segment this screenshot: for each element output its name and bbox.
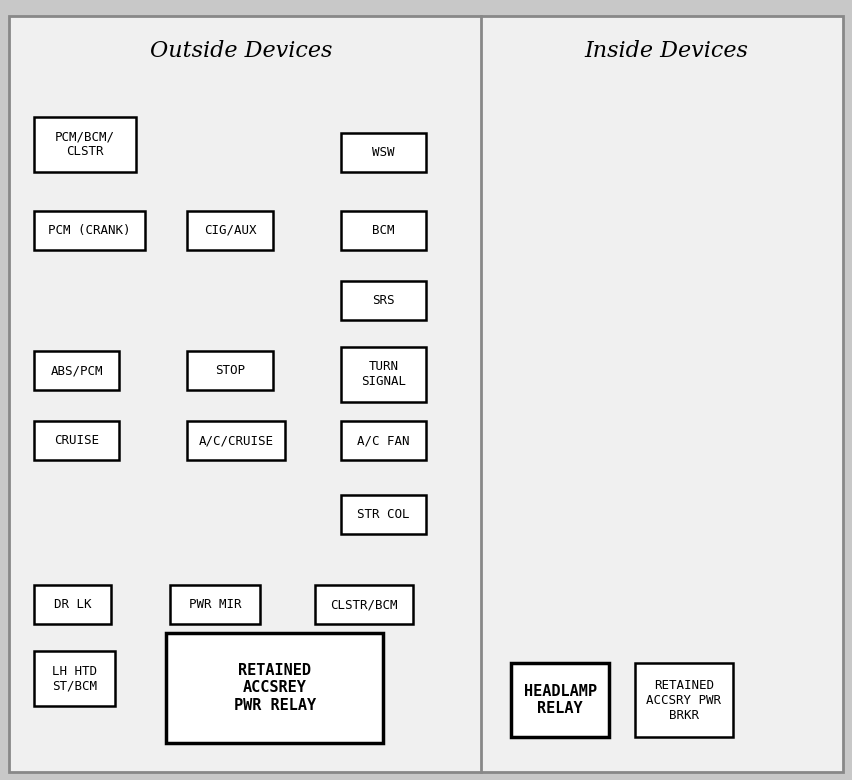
Text: CIG/AUX: CIG/AUX [204,224,256,236]
Text: Inside Devices: Inside Devices [584,40,749,62]
FancyBboxPatch shape [187,421,285,460]
Text: TURN
SIGNAL: TURN SIGNAL [361,360,406,388]
Text: PWR MIR: PWR MIR [189,598,241,611]
FancyBboxPatch shape [34,651,115,706]
Text: RETAINED
ACCSRY PWR
BRKR: RETAINED ACCSRY PWR BRKR [646,679,722,722]
FancyBboxPatch shape [187,211,273,250]
Text: PCM/BCM/
CLSTR: PCM/BCM/ CLSTR [55,130,115,158]
Text: WSW: WSW [372,146,394,158]
FancyBboxPatch shape [341,495,426,534]
FancyBboxPatch shape [34,585,111,624]
FancyBboxPatch shape [341,347,426,402]
FancyBboxPatch shape [341,133,426,172]
Text: CRUISE: CRUISE [55,434,99,447]
FancyBboxPatch shape [34,421,119,460]
FancyBboxPatch shape [341,211,426,250]
Text: STOP: STOP [215,364,245,377]
FancyBboxPatch shape [341,421,426,460]
FancyBboxPatch shape [34,117,136,172]
FancyBboxPatch shape [170,585,260,624]
Text: BCM: BCM [372,224,394,236]
Text: ABS/PCM: ABS/PCM [50,364,103,377]
FancyBboxPatch shape [166,633,383,743]
FancyBboxPatch shape [34,211,145,250]
FancyBboxPatch shape [187,351,273,390]
Text: A/C/CRUISE: A/C/CRUISE [199,434,274,447]
Text: STR COL: STR COL [357,509,410,521]
FancyBboxPatch shape [315,585,413,624]
Text: HEADLAMP
RELAY: HEADLAMP RELAY [524,684,596,716]
Text: CLSTR/BCM: CLSTR/BCM [331,598,398,611]
FancyBboxPatch shape [9,16,843,772]
Text: A/C FAN: A/C FAN [357,434,410,447]
Text: SRS: SRS [372,294,394,307]
Text: Outside Devices: Outside Devices [149,40,332,62]
FancyBboxPatch shape [511,663,609,737]
Text: RETAINED
ACCSREY
PWR RELAY: RETAINED ACCSREY PWR RELAY [233,663,316,713]
Text: DR LK: DR LK [54,598,91,611]
Text: PCM (CRANK): PCM (CRANK) [49,224,130,236]
FancyBboxPatch shape [635,663,733,737]
Text: LH HTD
ST/BCM: LH HTD ST/BCM [52,665,97,693]
FancyBboxPatch shape [341,281,426,320]
FancyBboxPatch shape [34,351,119,390]
